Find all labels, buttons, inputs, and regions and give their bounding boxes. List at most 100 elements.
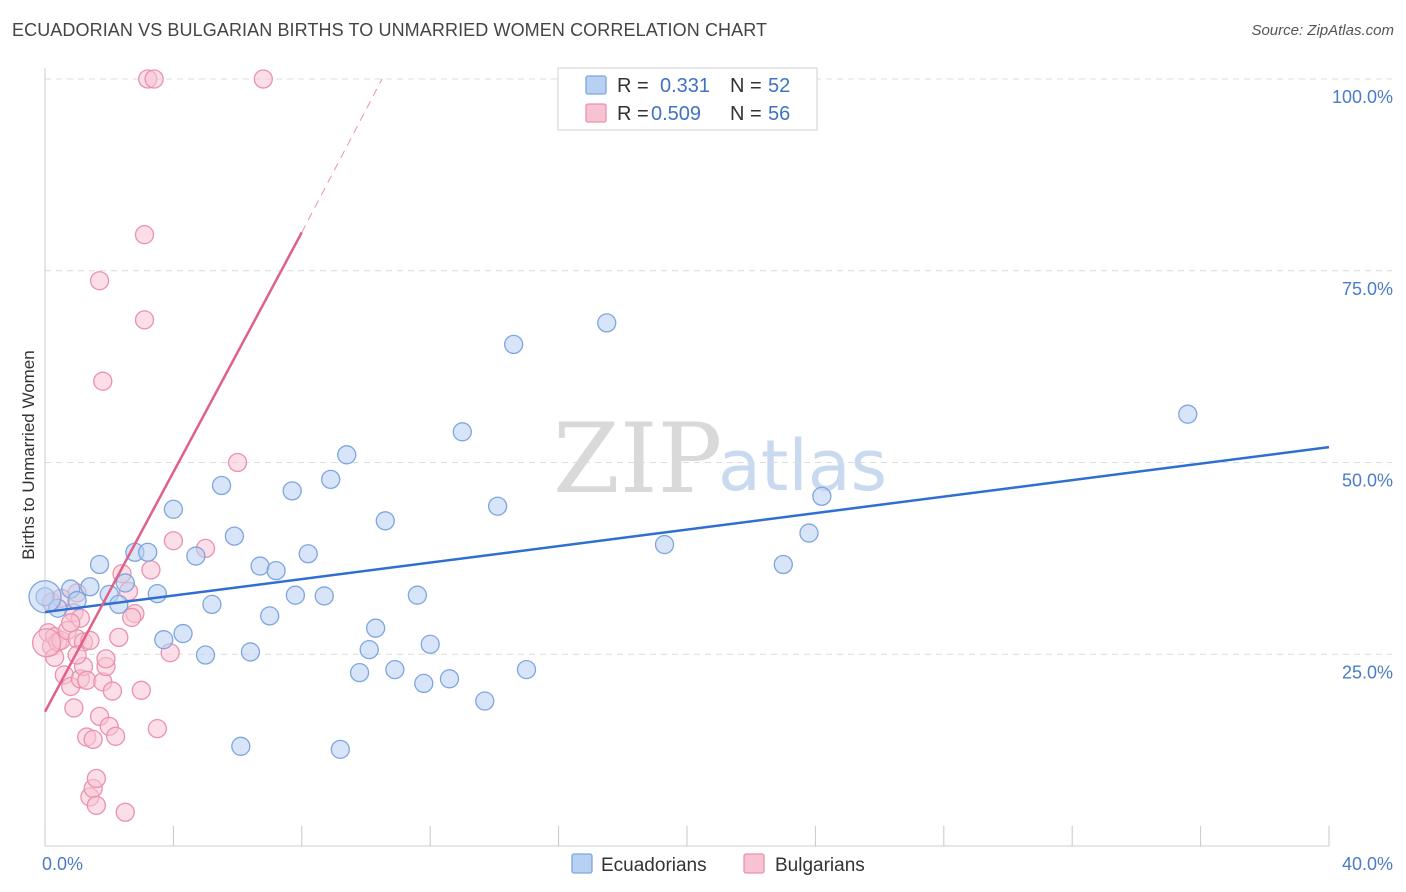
bulgarians-point [64, 698, 84, 718]
bulgarians-trend-extension [301, 78, 383, 233]
bulgarians-point [83, 729, 103, 750]
legend-r-value-ecuadorians: 0.331 [660, 75, 710, 97]
ecuadorians-point [231, 736, 251, 756]
ecuadorians-point [67, 590, 87, 611]
bulgarians-point [102, 681, 123, 701]
source-credit: Source: ZipAtlas.com [1251, 22, 1394, 39]
ecuadorians-point [812, 486, 832, 506]
bottom-legend-swatch-bulgarians [743, 853, 765, 874]
ecuadorians-point [516, 659, 537, 680]
bottom-legend-label-ecuadorians: Ecuadorians [601, 855, 707, 876]
ecuadorians-point [385, 659, 405, 680]
legend-n-label-bulgarians: N = [730, 103, 762, 125]
bulgarians-point [105, 726, 126, 746]
ecuadorians-point [597, 313, 617, 333]
ecuadorians-point [314, 586, 334, 606]
ecuadorians-trend-line [44, 445, 1330, 614]
y-tick-label: 50.0% [1342, 471, 1393, 491]
bulgarians-trend-line [43, 231, 303, 713]
ecuadorians-point [365, 618, 386, 638]
bulgarians-point [147, 718, 168, 739]
ecuadorians-point [359, 639, 379, 660]
ecuadorians-point [285, 585, 306, 605]
ecuadorians-point [202, 594, 222, 615]
grid-lines [45, 78, 1392, 655]
ecuadorians-point [654, 534, 675, 555]
series-legend: Ecuadorians Bulgarians [571, 853, 865, 876]
tick-labels: 25.0% 50.0% 75.0% 100.0% 0.0% 40.0% [42, 87, 1393, 874]
ecuadorians-point [1178, 404, 1198, 424]
bulgarians-point [77, 670, 97, 690]
watermark-atlas: atlas [718, 425, 887, 507]
ecuadorians-point [407, 585, 428, 605]
ecuadorians-point [250, 556, 270, 576]
bulgarians-point [93, 371, 113, 391]
y-axis-title: Births to Unmarried Women [19, 350, 38, 559]
ecuadorians-point [337, 445, 357, 465]
y-tick-label: 100.0% [1332, 87, 1393, 107]
ecuadorians-point [452, 422, 472, 442]
ecuadorians-point [375, 511, 395, 531]
bottom-legend-label-bulgarians: Bulgarians [775, 855, 865, 876]
ecuadorians-point [799, 523, 819, 543]
ecuadorians-point [439, 669, 460, 689]
bulgarians-point [122, 607, 142, 628]
legend-n-value-ecuadorians: 52 [768, 75, 790, 97]
ecuadorians-point [240, 642, 261, 662]
ecuadorians-point [298, 544, 318, 564]
ecuadorians-point [80, 577, 100, 597]
ecuadorians-point [260, 606, 280, 626]
bulgarians-point [134, 225, 155, 245]
ecuadorians-point [266, 560, 286, 581]
ecuadorians-point [321, 469, 341, 490]
legend-n-value-bulgarians: 56 [768, 103, 790, 125]
ecuadorians-point [773, 554, 793, 575]
bulgarians-point [61, 613, 81, 633]
bulgarians-point [163, 531, 184, 551]
ecuadorians-point [89, 554, 110, 575]
ecuadorians-point [138, 542, 158, 562]
watermark-zip: ZIP [553, 403, 722, 515]
ecuadorians-point [504, 334, 524, 355]
legend-r-label-ecuadorians: R = [617, 75, 649, 97]
bulgarians-point [141, 560, 161, 580]
ecuadorians-point [487, 496, 508, 516]
ecuadorians-point [224, 526, 245, 546]
ecuadorians-cluster-point [28, 580, 62, 614]
ecuadorians-point [186, 546, 206, 566]
axes [44, 68, 1330, 847]
ecuadorians-point [420, 634, 440, 654]
ecuadorians-point [163, 499, 184, 519]
bulgarians-point [144, 69, 164, 89]
trend-lines [43, 78, 1330, 713]
ecuadorians-point [154, 630, 174, 650]
bulgarians-points [31, 69, 273, 822]
bulgarians-point [227, 452, 248, 473]
ecuadorians-points [28, 313, 1198, 760]
bulgarians-point [131, 680, 151, 700]
ecuadorians-point [173, 623, 193, 644]
ecuadorians-point [330, 739, 350, 760]
y-tick-label: 75.0% [1342, 279, 1393, 299]
bulgarians-point [89, 271, 110, 291]
bulgarians-point [96, 649, 116, 669]
bulgarians-point [86, 795, 107, 815]
ecuadorians-point [414, 673, 434, 694]
x-tick-label: 40.0% [1342, 854, 1393, 874]
bulgarians-point [86, 768, 107, 789]
legend-swatch-ecuadorians [585, 75, 607, 95]
y-tick-label: 25.0% [1342, 662, 1393, 682]
bulgarians-point [109, 627, 129, 648]
ecuadorians-point [211, 475, 232, 496]
bottom-legend-swatch-ecuadorians [571, 853, 593, 874]
bulgarians-point [115, 802, 135, 822]
bulgarians-cluster-point [31, 628, 62, 658]
bulgarians-point [134, 310, 155, 330]
ecuadorians-point [195, 645, 216, 665]
ecuadorians-point [115, 573, 135, 593]
legend-r-label-bulgarians: R = [617, 103, 649, 125]
x-tick-label: 0.0% [42, 854, 83, 874]
bulgarians-point [253, 69, 273, 89]
legend-r-value-bulgarians: 0.509 [651, 103, 701, 125]
